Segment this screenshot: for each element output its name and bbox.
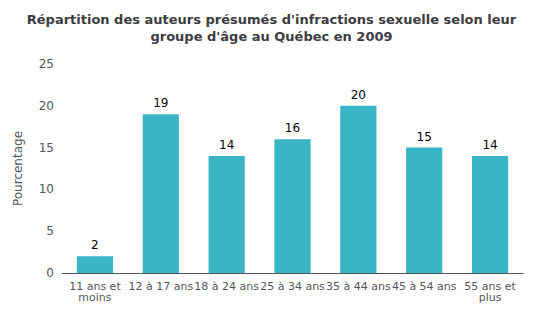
- svg-text:25: 25: [39, 57, 54, 71]
- svg-text:14: 14: [482, 138, 497, 152]
- svg-text:15: 15: [417, 130, 432, 144]
- svg-text:0: 0: [46, 266, 54, 280]
- svg-text:12 à 17 ans: 12 à 17 ans: [128, 280, 193, 293]
- svg-text:35 à 44 ans: 35 à 44 ans: [326, 280, 391, 293]
- svg-text:11 ans et: 11 ans et: [69, 280, 121, 293]
- svg-text:2: 2: [91, 238, 99, 252]
- svg-text:55 ans et: 55 ans et: [464, 280, 516, 293]
- svg-text:10: 10: [39, 182, 54, 196]
- svg-text:25 à 34 ans: 25 à 34 ans: [260, 280, 325, 293]
- svg-text:Répartition des auteurs présum: Répartition des auteurs présumés d'infra…: [27, 12, 517, 27]
- svg-text:14: 14: [219, 138, 234, 152]
- svg-text:15: 15: [39, 141, 54, 155]
- svg-text:16: 16: [285, 121, 300, 135]
- svg-text:plus: plus: [479, 291, 502, 304]
- svg-text:19: 19: [153, 96, 168, 110]
- svg-text:Pourcentage: Pourcentage: [11, 131, 25, 206]
- svg-text:moins: moins: [78, 291, 111, 304]
- svg-text:45 à 54 ans: 45 à 54 ans: [392, 280, 457, 293]
- svg-text:groupe d'âge au Québec en 2009: groupe d'âge au Québec en 2009: [150, 29, 392, 44]
- svg-text:20: 20: [351, 88, 366, 102]
- svg-text:18 à 24 ans: 18 à 24 ans: [194, 280, 259, 293]
- svg-text:5: 5: [46, 224, 54, 238]
- svg-text:20: 20: [39, 99, 54, 113]
